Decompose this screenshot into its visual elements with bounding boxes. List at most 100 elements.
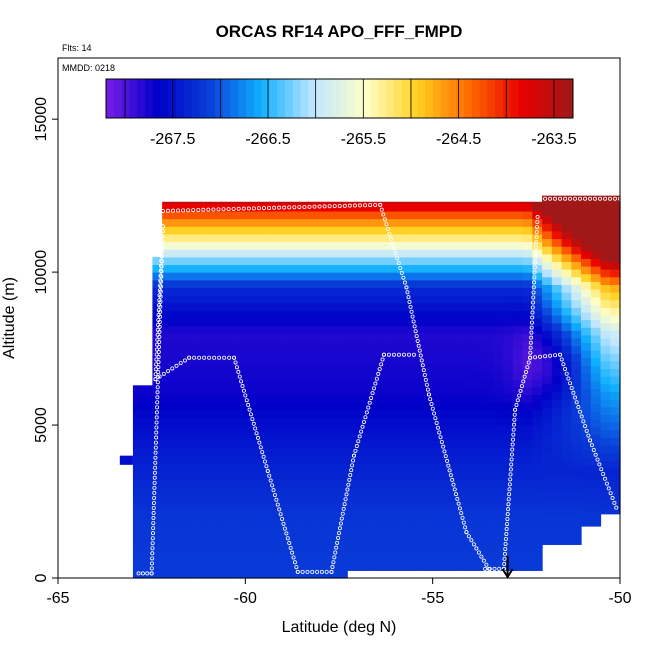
field-cell [610, 452, 621, 461]
field-cell [181, 486, 192, 495]
field-cell [210, 363, 222, 373]
field-cell [425, 256, 436, 266]
field-cell [542, 330, 553, 339]
track-point [254, 431, 259, 436]
field-cell [503, 325, 514, 334]
field-cell [434, 386, 446, 396]
field-cell [415, 325, 426, 334]
track-point [528, 350, 533, 355]
track-point [160, 239, 165, 244]
track-point [507, 482, 512, 487]
field-cell [395, 379, 407, 388]
field-cell [298, 272, 309, 281]
track-point [256, 206, 261, 211]
field-cell [132, 425, 144, 434]
field-cell [347, 241, 358, 250]
track-point [159, 253, 164, 258]
field-cell [405, 555, 417, 564]
field-cell [493, 409, 504, 419]
field-cell [503, 455, 514, 464]
track-point [152, 490, 157, 495]
field-cell [132, 385, 144, 388]
field-cell [444, 386, 455, 396]
field-cell [337, 463, 348, 472]
field-cell [191, 570, 202, 579]
field-cell [542, 337, 553, 347]
field-cell [376, 302, 387, 311]
field-cell [337, 562, 348, 571]
field-cell [162, 325, 173, 334]
field-cell [512, 233, 524, 243]
field-cell [493, 501, 504, 510]
colorbar-swatch [417, 79, 426, 118]
field-cell [376, 470, 387, 480]
field-cell [405, 279, 417, 289]
field-cell [201, 218, 212, 227]
field-cell [434, 210, 446, 220]
track-point [344, 492, 349, 497]
colorbar-swatch [518, 79, 527, 118]
field-cell [230, 310, 241, 319]
field-cell [298, 539, 309, 549]
field-cell [220, 402, 231, 411]
field-cell [473, 241, 485, 250]
field-cell [483, 509, 494, 518]
field-cell [376, 333, 387, 342]
track-point [535, 225, 540, 230]
field-cell [386, 310, 397, 319]
field-cell [395, 501, 407, 510]
field-cell [279, 241, 290, 250]
field-cell [425, 226, 436, 235]
field-cell [201, 516, 212, 526]
field-cell [503, 256, 514, 266]
field-cell [220, 279, 231, 289]
track-point [154, 362, 159, 367]
field-cell [230, 455, 241, 464]
field-cell [288, 463, 300, 472]
field-cell [503, 539, 514, 549]
field-cell [376, 325, 387, 334]
field-cell [220, 218, 231, 227]
field-cell [415, 302, 426, 311]
field-cell [288, 516, 300, 526]
field-cell [366, 295, 378, 304]
field-cell [542, 238, 553, 247]
field-cell [366, 210, 378, 220]
field-cell [454, 201, 465, 204]
field-cell [240, 210, 251, 220]
field-cell [561, 223, 572, 232]
track-point [530, 310, 535, 315]
field-cell [395, 470, 407, 480]
field-cell [259, 348, 270, 357]
field-cell [356, 562, 368, 571]
field-cell [425, 524, 436, 533]
field-cell [318, 417, 329, 426]
field-cell [132, 394, 144, 403]
track-point [145, 571, 150, 576]
field-cell [259, 440, 270, 449]
field-cell [600, 399, 611, 408]
field-cell [347, 233, 358, 243]
field-cell [532, 417, 543, 426]
track-point [287, 205, 292, 210]
field-cell [395, 463, 407, 472]
track-point [459, 511, 464, 516]
field-cell [386, 455, 397, 464]
track-point [532, 275, 537, 280]
field-cell [444, 333, 455, 342]
field-cell [298, 470, 309, 480]
track-point [285, 536, 290, 541]
field-cell [503, 201, 514, 204]
field-cell [181, 295, 192, 304]
field-cell [181, 555, 192, 564]
colorbar-swatch [464, 79, 473, 118]
colorbar: -267.5 -266.5 -265.5 -264.5 -263.5 [105, 78, 577, 148]
field-cell [162, 340, 173, 350]
field-cell [405, 340, 417, 350]
field-cell [230, 478, 241, 487]
field-cell [532, 295, 543, 304]
field-cell [376, 256, 387, 266]
field-cell [454, 226, 465, 235]
field-cell [425, 363, 436, 373]
field-cell [347, 348, 358, 357]
